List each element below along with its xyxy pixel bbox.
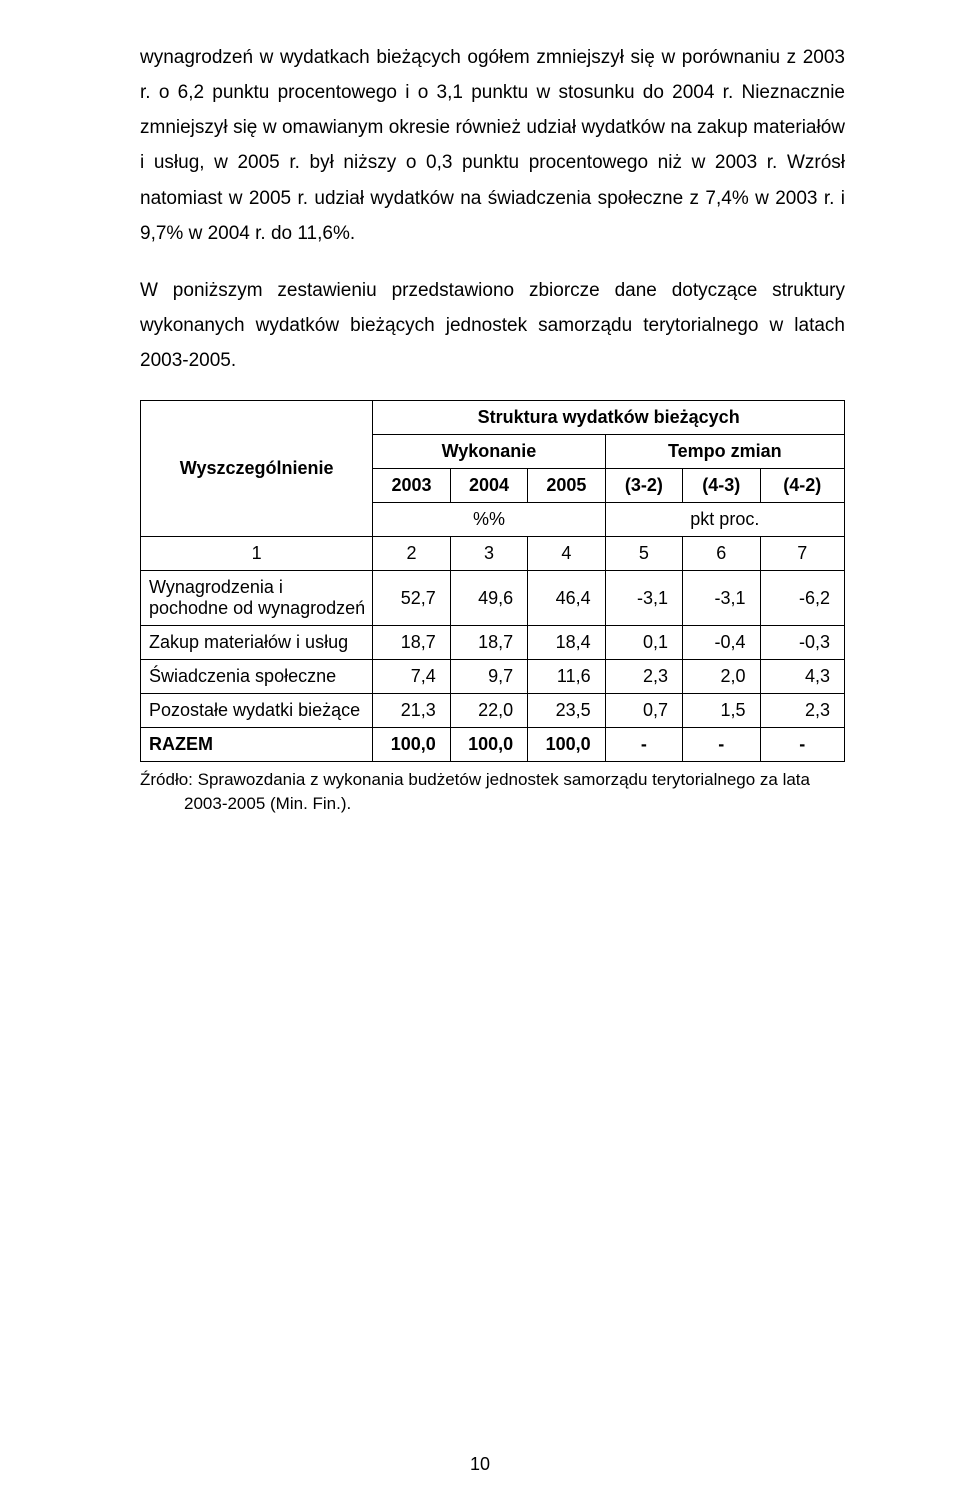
cell: 23,5 xyxy=(528,694,605,728)
table-row: Świadczenia społeczne 7,4 9,7 11,6 2,3 2… xyxy=(141,660,845,694)
cell: 11,6 xyxy=(528,660,605,694)
cell: 18,7 xyxy=(450,626,527,660)
paragraph-2: W poniższym zestawieniu przedstawiono zb… xyxy=(140,273,845,378)
unit-pkt: pkt proc. xyxy=(605,503,844,537)
cell: 2,3 xyxy=(605,660,682,694)
cell: 0,7 xyxy=(605,694,682,728)
col-3-2: (3-2) xyxy=(605,469,682,503)
table-source: Źródło: Sprawozdania z wykonania budżetó… xyxy=(184,768,845,816)
cell: 21,3 xyxy=(373,694,450,728)
cell: -0,4 xyxy=(683,626,760,660)
colnum-1: 1 xyxy=(141,537,373,571)
table-row: Wynagrodzenia i pochodne od wynagrodzeń … xyxy=(141,571,845,626)
cell: 1,5 xyxy=(683,694,760,728)
page-number: 10 xyxy=(0,1454,960,1475)
row-label: Świadczenia społeczne xyxy=(141,660,373,694)
table-head: Wyszczególnienie Struktura wydatków bież… xyxy=(141,401,845,571)
table-row: Zakup materiałów i usług 18,7 18,7 18,4 … xyxy=(141,626,845,660)
cell: 9,7 xyxy=(450,660,527,694)
col-wyszczegolnienie: Wyszczególnienie xyxy=(141,401,373,537)
colnum-7: 7 xyxy=(760,537,845,571)
unit-percent: %% xyxy=(373,503,605,537)
cell: 7,4 xyxy=(373,660,450,694)
col-4-2: (4-2) xyxy=(760,469,845,503)
colnum-2: 2 xyxy=(373,537,450,571)
col-2004: 2004 xyxy=(450,469,527,503)
cell: -6,2 xyxy=(760,571,845,626)
cell: 22,0 xyxy=(450,694,527,728)
colnum-6: 6 xyxy=(683,537,760,571)
colnum-5: 5 xyxy=(605,537,682,571)
cell: 49,6 xyxy=(450,571,527,626)
cell: 4,3 xyxy=(760,660,845,694)
col-4-3: (4-3) xyxy=(683,469,760,503)
cell: -3,1 xyxy=(605,571,682,626)
table-row: Pozostałe wydatki bieżące 21,3 22,0 23,5… xyxy=(141,694,845,728)
paragraph-1: wynagrodzeń w wydatkach bieżących ogółem… xyxy=(140,40,845,251)
page: wynagrodzeń w wydatkach bieżących ogółem… xyxy=(0,0,960,1505)
col-2005: 2005 xyxy=(528,469,605,503)
cell: 18,7 xyxy=(373,626,450,660)
cell: 100,0 xyxy=(450,728,527,762)
table-title: Struktura wydatków bieżących xyxy=(373,401,845,435)
cell: - xyxy=(605,728,682,762)
row-label: Zakup materiałów i usług xyxy=(141,626,373,660)
total-label: RAZEM xyxy=(141,728,373,762)
table-body: Wynagrodzenia i pochodne od wynagrodzeń … xyxy=(141,571,845,762)
cell: -3,1 xyxy=(683,571,760,626)
cell: 46,4 xyxy=(528,571,605,626)
table-row-total: RAZEM 100,0 100,0 100,0 - - - xyxy=(141,728,845,762)
cell: 100,0 xyxy=(373,728,450,762)
cell: 0,1 xyxy=(605,626,682,660)
cell: 52,7 xyxy=(373,571,450,626)
colnum-4: 4 xyxy=(528,537,605,571)
col-wykonanie: Wykonanie xyxy=(373,435,605,469)
cell: - xyxy=(760,728,845,762)
col-tempo: Tempo zmian xyxy=(605,435,844,469)
cell: 100,0 xyxy=(528,728,605,762)
col-2003: 2003 xyxy=(373,469,450,503)
cell: -0,3 xyxy=(760,626,845,660)
cell: 2,0 xyxy=(683,660,760,694)
cell: 2,3 xyxy=(760,694,845,728)
expenditure-structure-table: Wyszczególnienie Struktura wydatków bież… xyxy=(140,400,845,762)
cell: - xyxy=(683,728,760,762)
colnum-3: 3 xyxy=(450,537,527,571)
cell: 18,4 xyxy=(528,626,605,660)
column-number-row: 1 2 3 4 5 6 7 xyxy=(141,537,845,571)
row-label: Pozostałe wydatki bieżące xyxy=(141,694,373,728)
row-label: Wynagrodzenia i pochodne od wynagrodzeń xyxy=(141,571,373,626)
